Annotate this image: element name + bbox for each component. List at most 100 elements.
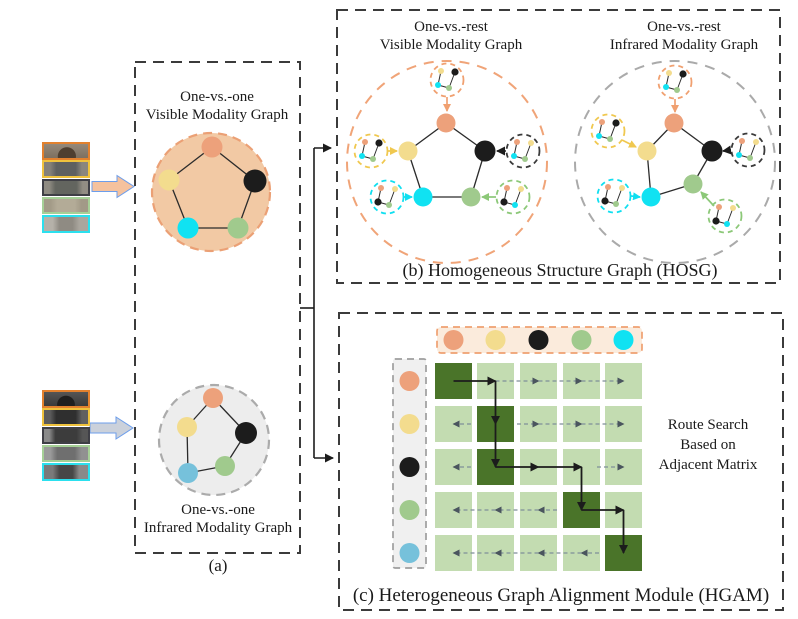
satellite-dot-orange [716, 204, 722, 210]
infrared-input-arrow [89, 416, 134, 440]
one-vs-rest-visible-graph-node-cyan [413, 187, 433, 207]
one-vs-one-visible-graph-node-green [227, 217, 249, 239]
one-vs-one-infrared-graph-node-black [235, 422, 257, 444]
satellite-ring-black [505, 133, 541, 169]
route-label-line: Based on [680, 437, 736, 453]
route-search-label: Route Search Based on Adjacent Matrix [659, 415, 758, 475]
panel-connector [300, 143, 334, 463]
visible-input-arrow [91, 174, 135, 199]
satellite-dot-green [607, 136, 613, 142]
satellite-dot-black [451, 68, 459, 76]
satellite-ring-yellow [590, 113, 626, 149]
satellite-dot-black [679, 70, 687, 78]
title-line: Visible Modality Graph [145, 107, 289, 123]
satellite-ring-yellow [353, 133, 389, 169]
top-bar-node-green [571, 330, 592, 350]
one-vs-rest-visible-graph-node-black [474, 140, 496, 162]
route-label-line: Adjacent Matrix [658, 457, 758, 473]
satellite-dot-cyan [435, 82, 441, 88]
panel-b-infrared-title: One-vs.-rest Infrared Modality Graph [610, 18, 758, 54]
one-vs-rest-infrared-graph-node-green [683, 174, 703, 194]
one-vs-rest-visible-graph [346, 60, 548, 264]
one-vs-one-visible-graph [150, 131, 272, 253]
visible-person-strip [42, 142, 90, 233]
infrared-strip-band-green [42, 444, 90, 463]
top-bar-node-yellow [485, 330, 506, 350]
one-vs-rest-visible-graph-satellite-yellow [353, 133, 398, 169]
satellite-dot-green [674, 87, 680, 93]
satellite-ring-orange [657, 64, 693, 100]
left-bar-node-black [399, 457, 420, 477]
one-vs-rest-infrared-graph-satellite-black [722, 132, 766, 168]
input-arrows [89, 174, 135, 440]
satellite-dot-yellow [619, 185, 625, 191]
panel-b-visible-title: One-vs.-rest Visible Modality Graph [380, 18, 522, 54]
satellite-dot-green [370, 156, 376, 162]
top-bar-node-cyan [613, 330, 634, 350]
infrared-strip-band-black [42, 426, 90, 445]
satellite-dot-orange [605, 184, 611, 190]
one-vs-one-visible-graph-node-yellow [158, 169, 180, 191]
one-vs-rest-infrared-graph [574, 60, 776, 264]
panel-a-infrared-title: One-vs.-one Infrared Modality Graph [144, 501, 292, 537]
infrared-person-strip [42, 390, 90, 481]
route-label-line: Route Search [667, 417, 749, 433]
satellite-ring-black [730, 132, 766, 168]
adjacency-matrix [392, 326, 643, 571]
top-bar-node-black [528, 330, 549, 350]
one-vs-rest-infrared-graph-satellite-orange [657, 64, 693, 113]
satellite-ring-cyan [369, 179, 405, 215]
one-vs-rest-visible-graph-satellite-green [481, 179, 531, 215]
visible-strip-band-cyan [42, 215, 90, 233]
satellite-dot-yellow [528, 140, 534, 146]
title-line: One-vs.-rest [647, 19, 721, 35]
one-vs-rest-visible-graph-node-yellow [398, 141, 418, 161]
panel-c-box [338, 312, 784, 611]
one-vs-rest-visible-graph-satellite-orange [429, 62, 465, 112]
panel-a-box [134, 61, 301, 554]
left-bar-node-orange [399, 371, 420, 391]
satellite-ring-cyan [596, 178, 632, 214]
panel-b-box [336, 9, 781, 284]
satellite-dot-yellow [730, 205, 736, 211]
panel-boxes [134, 9, 784, 611]
satellite-dot-black [375, 139, 383, 147]
one-vs-one-infrared-graph-node-green [215, 456, 235, 476]
satellite-dot-yellow [392, 186, 398, 192]
satellite-arrow-green [700, 191, 715, 207]
visible-strip-band-yellow [42, 160, 90, 178]
satellite-dot-green [446, 85, 452, 91]
satellite-arrow-black [722, 145, 732, 155]
one-vs-one-infrared-graph-node-blue [178, 463, 198, 483]
satellite-dot-black [612, 119, 620, 127]
satellite-arrow-yellow [621, 139, 637, 148]
satellite-dot-cyan [736, 152, 742, 158]
satellite-dot-black [712, 217, 720, 225]
one-vs-rest-visible-graph-ring [346, 60, 548, 264]
title-line: Infrared Modality Graph [609, 37, 759, 53]
visible-strip-band-black [42, 178, 90, 197]
satellite-dot-green [747, 155, 753, 161]
satellite-dot-green [386, 202, 392, 208]
one-vs-one-visible-graph-node-black [243, 169, 267, 193]
satellite-dot-orange [514, 139, 520, 145]
one-vs-one-visible-graph-node-orange [201, 136, 223, 158]
satellite-dot-cyan [596, 133, 602, 139]
satellite-dot-cyan [511, 153, 517, 159]
infrared-strip-band-orange [42, 390, 90, 408]
top-bar-node-orange [443, 330, 464, 350]
satellite-dot-green [613, 201, 619, 207]
left-bar-node-yellow [399, 414, 420, 434]
title-line: One-vs.-one [180, 89, 254, 105]
one-vs-rest-infrared-graph-node-cyan [641, 187, 661, 207]
one-vs-rest-infrared-graph-satellite-cyan [596, 178, 641, 214]
one-vs-rest-visible-graph-satellite-cyan [369, 179, 413, 215]
satellite-dot-yellow [518, 186, 524, 192]
title-line: Visible Modality Graph [379, 37, 523, 53]
satellite-dot-orange [504, 185, 510, 191]
one-vs-rest-visible-graph-node-orange [436, 113, 456, 133]
visible-strip-band-green [42, 196, 90, 215]
satellite-dot-black [374, 198, 382, 206]
